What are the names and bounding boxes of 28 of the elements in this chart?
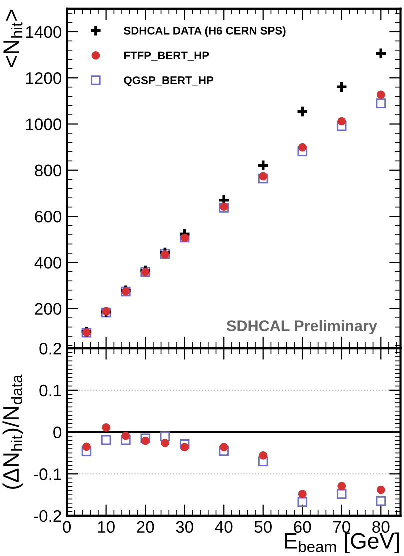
x-tick-label: 70 [333,521,350,534]
x-tick-label: 10 [98,521,115,534]
y-tick-label: 0 [54,426,62,438]
y-tick-label: -0.1 [34,468,62,480]
x-tick-label: 0 [63,521,72,534]
x-tick-label: 80 [372,521,390,534]
x-tick-label: 50 [254,521,272,534]
y-tick-label: 600 [35,210,62,223]
y-tick-label: -0.2 [34,510,62,522]
legend-label: FTFP_BERT_HP [124,52,210,61]
y-tick-label: 0.1 [40,384,62,397]
y-tick-label: 1200 [26,72,62,84]
y-axis-title: <N$_{hit}$> [4,10,23,68]
y-tick-label: 1400 [26,26,62,38]
y-tick-label: 1000 [26,118,62,130]
y-tick-label: 400 [34,257,62,269]
x-axis-title: E$_{beam}$ [GeV] [285,532,400,554]
y-tick-label: 200 [35,303,62,316]
x-tick-label: 60 [294,521,312,534]
legend-label: QGSP_BERT_HP [124,76,214,87]
annotation: SDHCAL Preliminary [226,320,378,334]
x-tick-label: 20 [137,521,154,534]
x-tick-label: 30 [176,521,194,534]
y-tick-label: 0.2 [40,343,62,355]
x-tick-label: 40 [215,521,233,534]
y-tick-label: 800 [35,164,62,177]
legend-label: SDHCAL DATA (H6 CERN SPS) [124,26,286,38]
y-axis-title: (ΔN$_{hit}$)/N$_{data}$ [2,374,24,490]
